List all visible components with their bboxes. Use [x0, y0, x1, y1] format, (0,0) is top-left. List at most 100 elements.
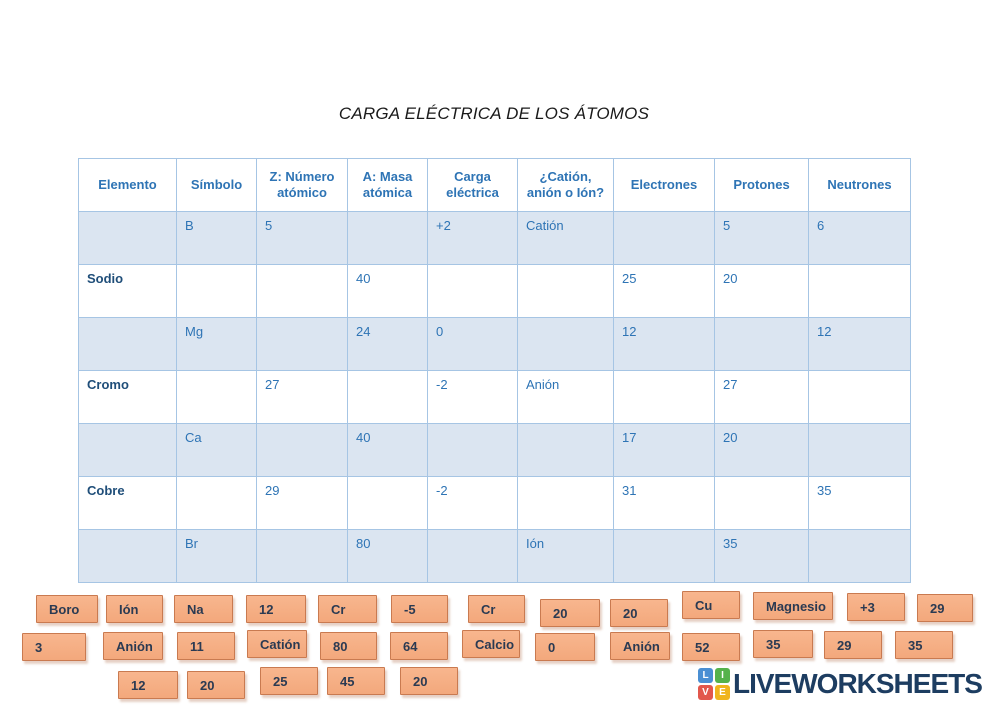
- answer-chip[interactable]: 29: [917, 594, 973, 622]
- table-row: Cromo 27 -2 Anión 27: [78, 370, 911, 424]
- answer-chip[interactable]: -5: [391, 595, 448, 623]
- answer-chip[interactable]: Boro: [36, 595, 98, 623]
- answer-drop-cell[interactable]: [256, 264, 348, 318]
- table-cell: 27: [714, 370, 809, 424]
- answer-drop-cell[interactable]: [808, 264, 911, 318]
- table-cell: 25: [613, 264, 715, 318]
- answer-drop-cell[interactable]: [78, 423, 177, 477]
- answer-drop-cell[interactable]: [347, 476, 428, 530]
- logo-tile-e: E: [715, 685, 730, 700]
- answer-drop-cell[interactable]: [427, 264, 518, 318]
- answer-chip[interactable]: 35: [753, 630, 813, 658]
- answer-drop-cell[interactable]: [78, 317, 177, 371]
- logo-tile-i: I: [715, 668, 730, 683]
- table-cell: 17: [613, 423, 715, 477]
- logo-tile-l: L: [698, 668, 713, 683]
- answer-chip[interactable]: 64: [390, 632, 448, 660]
- table-cell: 40: [347, 423, 428, 477]
- answer-drop-cell[interactable]: [427, 423, 518, 477]
- header-cell: ¿Catión, anión o Ión?: [517, 158, 614, 212]
- answer-chip[interactable]: 25: [260, 667, 318, 695]
- header-cell: A: Masa atómica: [347, 158, 428, 212]
- answer-chip[interactable]: 35: [895, 631, 953, 659]
- answer-chip[interactable]: 20: [187, 671, 245, 699]
- answer-chip[interactable]: 12: [118, 671, 178, 699]
- table-cell: Mg: [176, 317, 257, 371]
- answer-chip[interactable]: Anión: [103, 632, 163, 660]
- answer-chip[interactable]: 0: [535, 633, 595, 661]
- table-cell: 29: [256, 476, 348, 530]
- header-cell: Z: Número atómico: [256, 158, 348, 212]
- answer-chip[interactable]: Anión: [610, 632, 670, 660]
- answer-chip[interactable]: 29: [824, 631, 882, 659]
- answer-drop-cell[interactable]: [176, 264, 257, 318]
- answer-drop-cell[interactable]: [517, 264, 614, 318]
- answer-drop-cell[interactable]: [427, 529, 518, 583]
- answer-drop-cell[interactable]: [176, 476, 257, 530]
- answer-drop-cell[interactable]: [517, 476, 614, 530]
- table-row: Br 80 Ión 35: [78, 529, 911, 583]
- answer-chip[interactable]: 3: [22, 633, 86, 661]
- table-cell: 31: [613, 476, 715, 530]
- answer-drop-cell[interactable]: [613, 529, 715, 583]
- answer-chip[interactable]: 11: [177, 632, 235, 660]
- worksheet-title: CARGA ELÉCTRICA DE LOS ÁTOMOS: [338, 104, 650, 123]
- table-row: Mg 24 0 12 12: [78, 317, 911, 371]
- table-row: Sodio 40 25 20: [78, 264, 911, 318]
- table-row: Ca 40 17 20: [78, 423, 911, 477]
- table-cell: 0: [427, 317, 518, 371]
- answer-chip[interactable]: Calcio: [462, 630, 520, 658]
- header-cell: Electrones: [613, 158, 715, 212]
- answer-chip[interactable]: 20: [400, 667, 458, 695]
- table-cell: -2: [427, 476, 518, 530]
- answer-chip[interactable]: 20: [540, 599, 600, 627]
- table-cell: 80: [347, 529, 428, 583]
- table-cell: 6: [808, 211, 911, 265]
- answer-chip[interactable]: +3: [847, 593, 905, 621]
- logo-tile-v: V: [698, 685, 713, 700]
- answer-drop-cell[interactable]: [517, 317, 614, 371]
- table-cell: 5: [256, 211, 348, 265]
- answer-drop-cell[interactable]: [78, 211, 177, 265]
- worksheet-table: Elemento Símbolo Z: Número atómico A: Masa …: [78, 158, 911, 583]
- table-cell: 20: [714, 423, 809, 477]
- answer-chip[interactable]: Catión: [247, 630, 307, 658]
- table-body: B 5 +2 Catión 5 6 Sodio 40 25 20 Mg 24 0 12 12 Cromo 27-…: [78, 211, 911, 583]
- liveworksheets-logo-text: LIVEWORKSHEETS: [733, 668, 983, 699]
- answer-chip[interactable]: Ión: [106, 595, 163, 623]
- answer-chip[interactable]: Na: [174, 595, 233, 623]
- answer-drop-cell[interactable]: [808, 529, 911, 583]
- answer-chip[interactable]: Cr: [318, 595, 377, 623]
- answer-drop-cell[interactable]: [808, 423, 911, 477]
- answer-drop-cell[interactable]: [256, 317, 348, 371]
- answer-drop-cell[interactable]: [714, 317, 809, 371]
- answer-drop-cell[interactable]: [613, 370, 715, 424]
- answer-chip[interactable]: Magnesio: [753, 592, 833, 620]
- answer-drop-cell[interactable]: [808, 370, 911, 424]
- header-cell: Protones: [714, 158, 809, 212]
- answer-drop-cell[interactable]: [347, 370, 428, 424]
- answer-chip[interactable]: 20: [610, 599, 668, 627]
- answer-chip[interactable]: Cr: [468, 595, 525, 623]
- table-cell: -2: [427, 370, 518, 424]
- answer-chip[interactable]: 12: [246, 595, 306, 623]
- answer-drop-cell[interactable]: [347, 211, 428, 265]
- table-cell: 35: [714, 529, 809, 583]
- answer-chip[interactable]: 80: [320, 632, 377, 660]
- table-cell: Cromo: [78, 370, 177, 424]
- table-cell: B: [176, 211, 257, 265]
- table-cell: 12: [808, 317, 911, 371]
- answer-drop-cell[interactable]: [714, 476, 809, 530]
- header-cell: Símbolo: [176, 158, 257, 212]
- answer-chip[interactable]: 52: [682, 633, 740, 661]
- answer-chip[interactable]: Cu: [682, 591, 740, 619]
- table-cell: Ca: [176, 423, 257, 477]
- table-cell: Br: [176, 529, 257, 583]
- table-cell: Sodio: [78, 264, 177, 318]
- table-cell: 20: [714, 264, 809, 318]
- answer-drop-cell[interactable]: [78, 529, 177, 583]
- answer-chip[interactable]: 45: [327, 667, 385, 695]
